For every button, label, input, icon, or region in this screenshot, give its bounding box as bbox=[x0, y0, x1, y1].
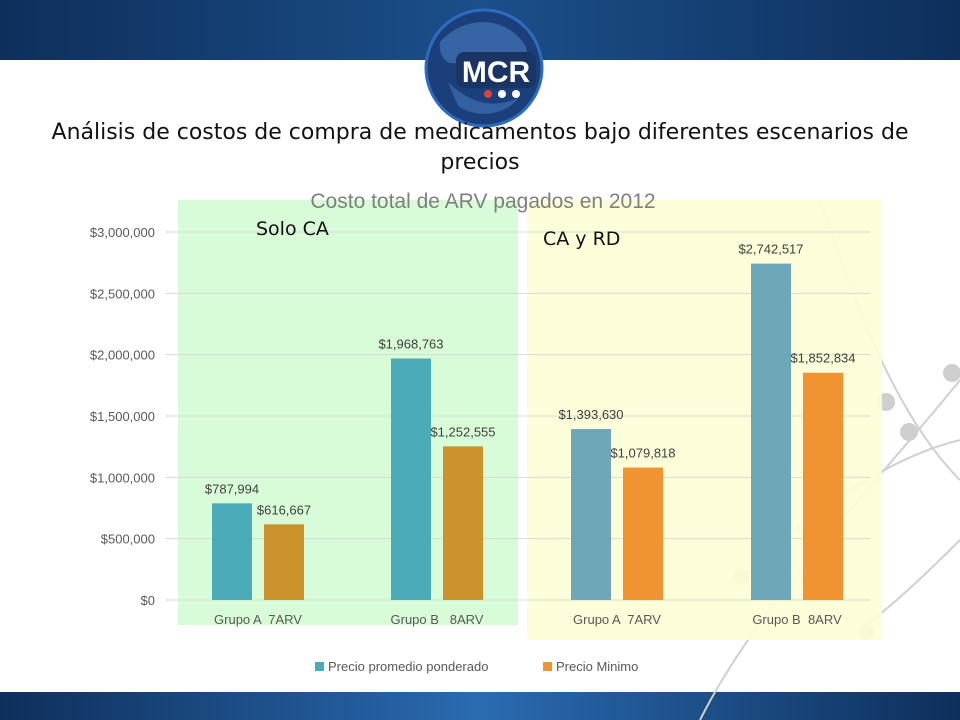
x-tick-label: Grupo B 8ARV bbox=[391, 612, 484, 627]
data-label: $616,667 bbox=[257, 502, 311, 517]
region-label-solo-ca: Solo CA bbox=[256, 218, 329, 240]
data-label: $787,994 bbox=[205, 481, 259, 496]
region-label-ca-rd: CA y RD bbox=[543, 228, 621, 250]
data-label: $1,852,834 bbox=[790, 351, 855, 366]
data-label: $2,742,517 bbox=[738, 242, 803, 257]
legend-swatch-ponderado bbox=[315, 662, 324, 671]
bar-minimo-1 bbox=[264, 524, 304, 600]
y-tick-label: $2,000,000 bbox=[90, 348, 155, 363]
data-label: $1,968,763 bbox=[378, 336, 443, 351]
y-tick-label: $2,500,000 bbox=[90, 286, 155, 301]
x-tick-label: Grupo A 7ARV bbox=[214, 612, 302, 627]
bar-minimo-4 bbox=[803, 372, 843, 600]
mcr-logo: MCR bbox=[424, 8, 544, 128]
data-label: $1,252,555 bbox=[430, 424, 495, 439]
bar-ponderado-2 bbox=[391, 358, 431, 600]
bar-ponderado-4 bbox=[751, 263, 791, 600]
chart-title: Costo total de ARV pagados en 2012 bbox=[310, 190, 655, 213]
legend-swatch-minimo bbox=[543, 662, 552, 671]
y-tick-label: $1,500,000 bbox=[90, 409, 155, 424]
bar-ponderado-3 bbox=[571, 429, 611, 600]
bottom-banner bbox=[0, 692, 960, 720]
x-tick-label: Grupo A 7ARV bbox=[573, 612, 661, 627]
bar-minimo-2 bbox=[443, 446, 483, 600]
bar-ponderado-1 bbox=[212, 503, 252, 600]
y-tick-label: $0 bbox=[141, 593, 155, 608]
data-label: $1,079,818 bbox=[610, 446, 675, 461]
y-tick-label: $1,000,000 bbox=[90, 470, 155, 485]
legend-label-ponderado: Precio promedio ponderado bbox=[328, 659, 488, 674]
y-tick-label: $3,000,000 bbox=[90, 225, 155, 240]
data-label: $1,393,630 bbox=[558, 407, 623, 422]
slide-title: Análisis de costos de compra de medicame… bbox=[51, 120, 909, 175]
bar-minimo-3 bbox=[623, 467, 663, 600]
legend-label-minimo: Precio Minimo bbox=[556, 659, 638, 674]
legend: Precio promedio ponderado Precio Minimo bbox=[315, 659, 638, 674]
logo-text: MCR bbox=[462, 56, 531, 89]
y-tick-label: $500,000 bbox=[101, 532, 155, 547]
x-tick-label: Grupo B 8ARV bbox=[752, 612, 842, 627]
